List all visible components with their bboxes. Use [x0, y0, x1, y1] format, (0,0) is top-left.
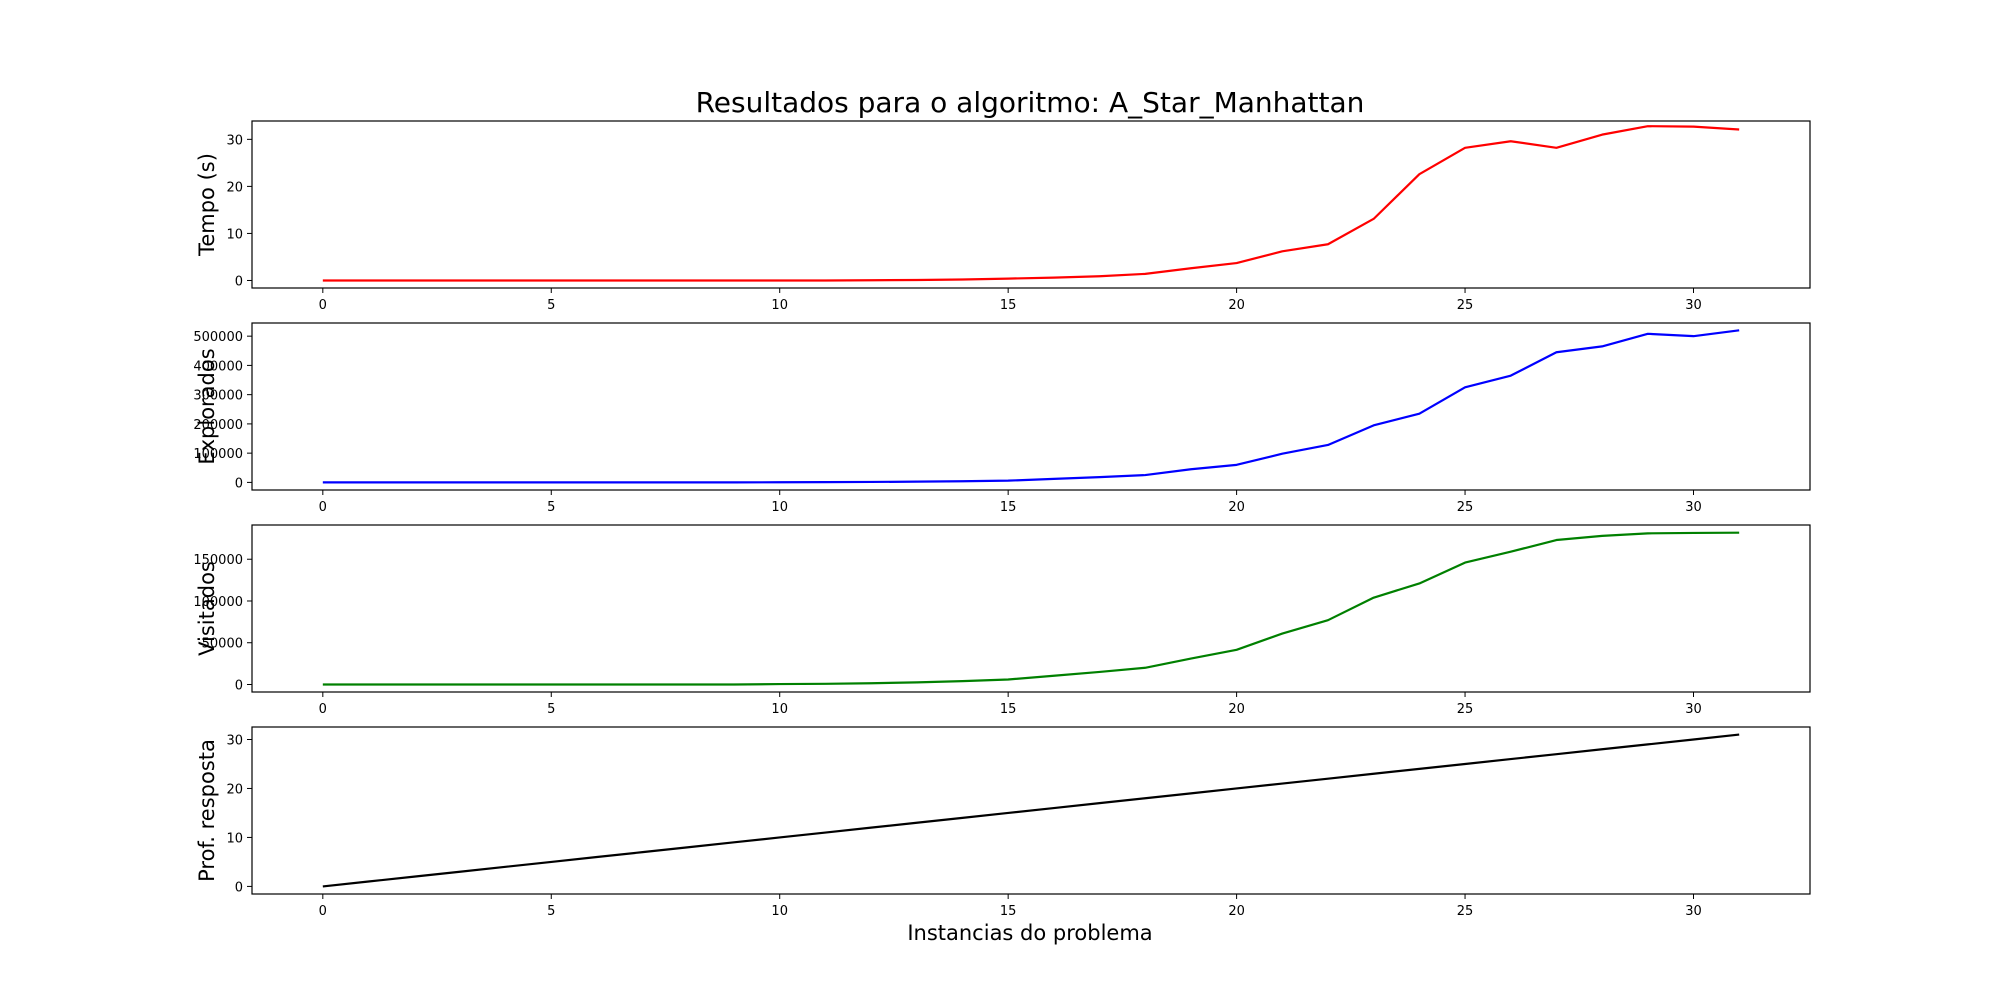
x-tick-label: 10: [771, 904, 788, 919]
y-tick-label: 300000: [193, 389, 243, 404]
x-tick-label: 10: [771, 702, 788, 717]
x-tick-label: 20: [1228, 702, 1245, 717]
axes-frame: [251, 726, 1811, 895]
subplot-4: 0 5 10 15 20 25 30 0 10 20 30 Prof. resposta: [195, 726, 1811, 919]
x-tick-label: 15: [1000, 904, 1017, 919]
y-tick-label: 150000: [193, 553, 243, 568]
series-line: [322, 531, 1740, 686]
x-tick-label: 20: [1228, 298, 1245, 313]
y-tick-label: 20: [226, 180, 243, 195]
y-axis-label: Tempo (s): [195, 153, 219, 257]
subplot-1: 0 5 10 15 20 25 30 0 10 20 30 Tempo (s): [195, 120, 1811, 313]
y-axis-label: Prof. resposta: [195, 739, 219, 882]
axes-frame: [251, 120, 1811, 289]
x-tick-label: 0: [319, 298, 327, 313]
y-tick-label: 10: [226, 227, 243, 242]
x-tick-label: 30: [1685, 298, 1702, 313]
y-tick-label: 30: [226, 733, 243, 748]
x-tick-label: 30: [1685, 904, 1702, 919]
x-tick-label: 20: [1228, 500, 1245, 515]
y-tick-label: 20: [226, 782, 243, 797]
series-line: [322, 733, 1740, 888]
x-tick-label: 5: [547, 702, 555, 717]
x-tick-label: 20: [1228, 904, 1245, 919]
x-tick-label: 15: [1000, 298, 1017, 313]
x-tick-label: 15: [1000, 702, 1017, 717]
y-tick-label: 0: [235, 880, 243, 895]
x-tick-label: 30: [1685, 500, 1702, 515]
y-tick-label: 0: [235, 678, 243, 693]
x-tick-label: 25: [1457, 500, 1474, 515]
x-axis-label: Instancias do problema: [907, 921, 1152, 945]
x-tick-label: 5: [547, 904, 555, 919]
series-line: [322, 329, 1740, 484]
y-tick-label: 0: [235, 476, 243, 491]
series-line: [322, 125, 1740, 282]
x-tick-label: 30: [1685, 702, 1702, 717]
y-tick-label: 0: [235, 274, 243, 289]
subplot-2: 0 5 10 15 20 25 30 0 100000 200000 300000 400000 500…: [193, 322, 1811, 515]
x-tick-label: 25: [1457, 904, 1474, 919]
x-tick-label: 5: [547, 500, 555, 515]
x-tick-label: 0: [319, 904, 327, 919]
y-tick-label: 100000: [193, 447, 243, 462]
y-tick-label: 10: [226, 831, 243, 846]
x-tick-label: 0: [319, 702, 327, 717]
x-tick-label: 0: [319, 500, 327, 515]
y-tick-label: 100000: [193, 595, 243, 610]
y-tick-label: 500000: [193, 330, 243, 345]
figure-title: Resultados para o algoritmo: A_Star_Manh…: [696, 86, 1365, 119]
x-tick-label: 25: [1457, 702, 1474, 717]
x-tick-label: 15: [1000, 500, 1017, 515]
y-axis-label: Explorados: [195, 348, 219, 464]
x-tick-label: 10: [771, 298, 788, 313]
y-axis-label: Visitados: [195, 561, 219, 656]
y-tick-label: 50000: [202, 637, 243, 652]
axes-frame: [251, 524, 1811, 693]
x-tick-label: 25: [1457, 298, 1474, 313]
y-tick-label: 400000: [193, 359, 243, 374]
x-tick-label: 5: [547, 298, 555, 313]
y-tick-label: 30: [226, 133, 243, 148]
y-tick-label: 200000: [193, 418, 243, 433]
axes-frame: [251, 322, 1811, 491]
x-tick-label: 10: [771, 500, 788, 515]
